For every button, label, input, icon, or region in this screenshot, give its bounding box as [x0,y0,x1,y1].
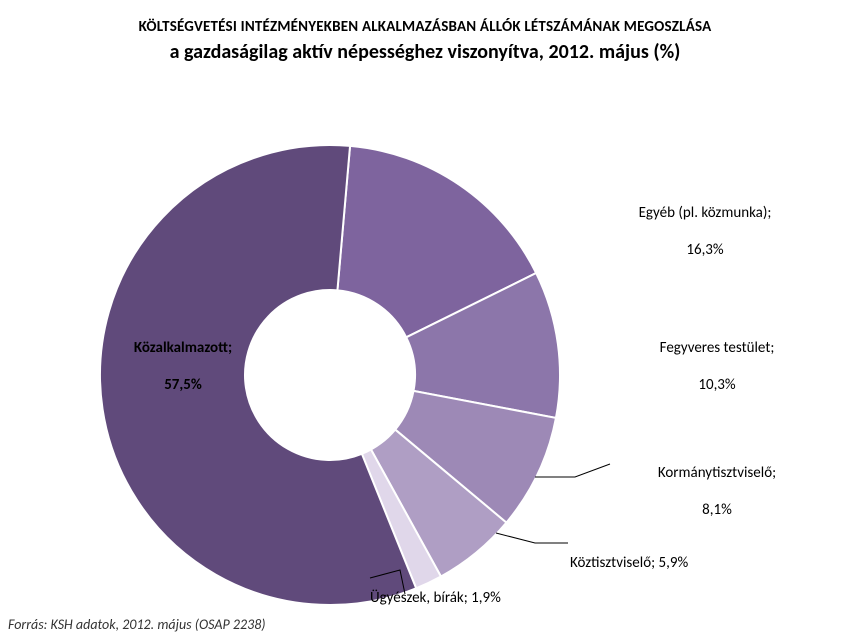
slice-label-egyeb: Egyéb (pl. közmunka); 16,3% [600,185,810,260]
slice-label-kormany-line1: Kormánytisztviselő; [658,464,776,482]
slice-label-fegyveres: Fegyveres testület; 10,3% [612,320,822,395]
donut-hole [245,290,415,460]
slice-label-kozalk: Közalkalmazott; 57,5% [98,320,268,395]
slice-label-koztiszt: Köztisztviselő; 5,9% [570,535,780,573]
slice-label-kozalk-line2: 57,5% [164,376,202,394]
leader-line-kormany [535,464,610,477]
slice-label-ugyesz: Ügyészek, bírák; 1,9% [370,570,630,608]
slice-label-kormany: Kormánytisztviselő; 8,1% [612,445,822,520]
chart-source: Forrás: KSH adatok, 2012. május (OSAP 22… [8,616,266,633]
slice-label-kozalk-line1: Közalkalmazott; [134,339,232,357]
slice-label-ugyesz-line1: Ügyészek, bírák; 1,9% [370,589,501,607]
donut-chart: Közalkalmazott; 57,5% Egyéb (pl. közmunk… [0,70,850,610]
chart-title: KÖLTSÉGVETÉSI INTÉZMÉNYEKBEN ALKALMAZÁSB… [0,18,850,64]
chart-title-line2: a gazdaságilag aktív népességhez viszony… [0,40,850,64]
slice-label-fegyveres-line1: Fegyveres testület; [660,339,775,357]
slice-label-kormany-line2: 8,1% [702,501,732,519]
chart-title-line1: KÖLTSÉGVETÉSI INTÉZMÉNYEKBEN ALKALMAZÁSB… [0,18,850,36]
slice-label-egyeb-line2: 16,3% [686,241,723,259]
slice-label-fegyveres-line2: 10,3% [698,376,735,394]
leader-line-koztiszt [496,533,568,543]
slice-label-egyeb-line1: Egyéb (pl. közmunka); [639,204,772,222]
